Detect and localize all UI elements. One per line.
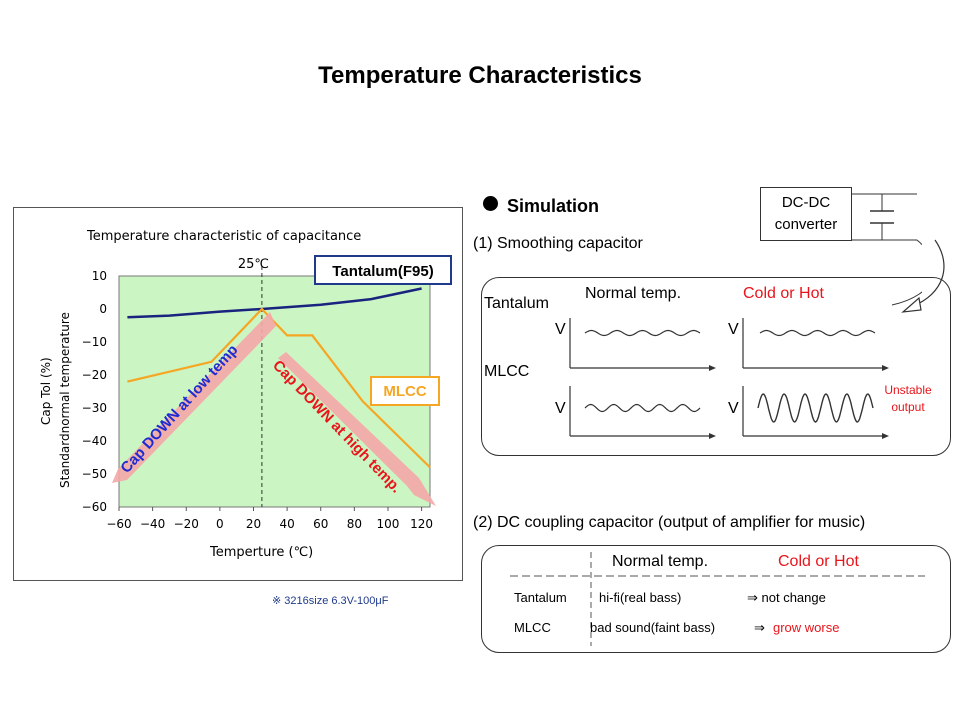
x-tick-label: 100: [377, 517, 400, 531]
dcdc-label-line2: converter: [774, 216, 838, 233]
y-tick-label: 0: [99, 302, 107, 316]
sim-mlcc-label: MLCC: [484, 363, 530, 380]
coupling-mlcc-normal: bad sound(faint bass): [590, 620, 716, 635]
x-tick-label: 120: [410, 517, 433, 531]
tantalum-normal-waveform: [584, 329, 701, 337]
x-tick-label: −20: [174, 517, 199, 531]
unstable-output-label: Unstable output: [868, 382, 948, 416]
sim-tantalum-label: Tantalum: [484, 295, 549, 312]
mlcc-hot-waveform: [757, 393, 874, 423]
time-axis-arrow-icon: [882, 433, 889, 439]
y-tick-label: −50: [82, 467, 107, 481]
y-tick-label: −40: [82, 434, 107, 448]
mlcc-normal-waveform: [584, 403, 701, 413]
x-tick-label: 40: [279, 517, 294, 531]
x-tick-label: 0: [216, 517, 224, 531]
waveform-plots: [569, 318, 889, 439]
tantalum-legend-label: Tantalum(F95): [314, 255, 452, 285]
simulation-header: Simulation: [507, 196, 600, 216]
dcdc-converter-box: DC-DC converter: [760, 187, 852, 241]
y-tick-label: −20: [82, 368, 107, 382]
y-axis-label: Cap Tol (%): [39, 357, 53, 425]
y-tick-label: 10: [92, 269, 107, 283]
x-tick-label: 80: [347, 517, 362, 531]
low-temp-arrow: [112, 312, 276, 483]
coupling-tantalum-label: Tantalum: [514, 590, 567, 605]
x-tick-label: −40: [140, 517, 165, 531]
chart-title: Temperature characteristic of capacitanc…: [86, 229, 361, 244]
time-axis-arrow-icon: [709, 433, 716, 439]
reference-label: 25℃: [238, 257, 269, 272]
mlcc-series-line: [127, 307, 431, 469]
y-tick-label: −60: [82, 500, 107, 514]
unstable-line2: output: [891, 400, 925, 414]
smoothing-simulation-panel: [481, 277, 951, 456]
coupling-cold-hot-label: Cold or Hot: [778, 553, 859, 570]
sim-cold-hot-label: Cold or Hot: [743, 285, 824, 302]
x-axis-label: Temperture (℃): [209, 545, 313, 560]
x-tick-label: 20: [246, 517, 261, 531]
y-tick-label: −30: [82, 401, 107, 415]
unstable-line1: Unstable: [884, 383, 932, 397]
sim-normal-temp-label: Normal temp.: [585, 285, 682, 302]
coupling-normal-temp-label: Normal temp.: [612, 553, 709, 570]
dcdc-label-line1: DC-DC: [781, 194, 831, 211]
smoothing-title: (1) Smoothing capacitor: [473, 235, 643, 252]
size-footnote: ※ 3216size 6.3V-100μF: [272, 595, 389, 607]
curved-arrow-icon: [901, 239, 945, 313]
time-axis-arrow-icon: [709, 365, 716, 371]
coupling-panel: [481, 545, 951, 653]
high-temp-arrow: [278, 352, 436, 506]
coupling-mlcc-label: MLCC: [514, 620, 551, 635]
v-label-mlcc-normal: V: [555, 400, 566, 417]
tantalum-hot-waveform: [759, 329, 876, 337]
mlcc-legend-label: MLCC: [370, 376, 440, 406]
x-tick-label: −60: [106, 517, 131, 531]
coupling-tantalum-hot: ⇒ not change: [747, 590, 826, 605]
v-label-tantalum-hot: V: [728, 321, 739, 338]
coupling-title: (2) DC coupling capacitor (output of amp…: [473, 514, 866, 531]
y-axis-sublabel: Standardnormal temperature: [58, 312, 72, 488]
time-axis-arrow-icon: [882, 365, 889, 371]
v-label-tantalum-normal: V: [555, 321, 566, 338]
dcdc-circuit-diagram: [852, 193, 922, 306]
page-title: Temperature Characteristics: [318, 62, 642, 89]
x-tick-label: 60: [313, 517, 328, 531]
bullet-icon: [483, 196, 498, 211]
v-label-mlcc-hot: V: [728, 400, 739, 417]
chart-panel: Temperature characteristic of capacitanc…: [13, 207, 463, 581]
y-tick-label: −10: [82, 335, 107, 349]
coupling-mlcc-arrow: ⇒: [754, 620, 765, 635]
coupling-tantalum-normal: hi-fi(real bass): [599, 590, 682, 605]
coupling-dividers: [510, 552, 925, 646]
coupling-mlcc-hot: grow worse: [773, 620, 840, 635]
